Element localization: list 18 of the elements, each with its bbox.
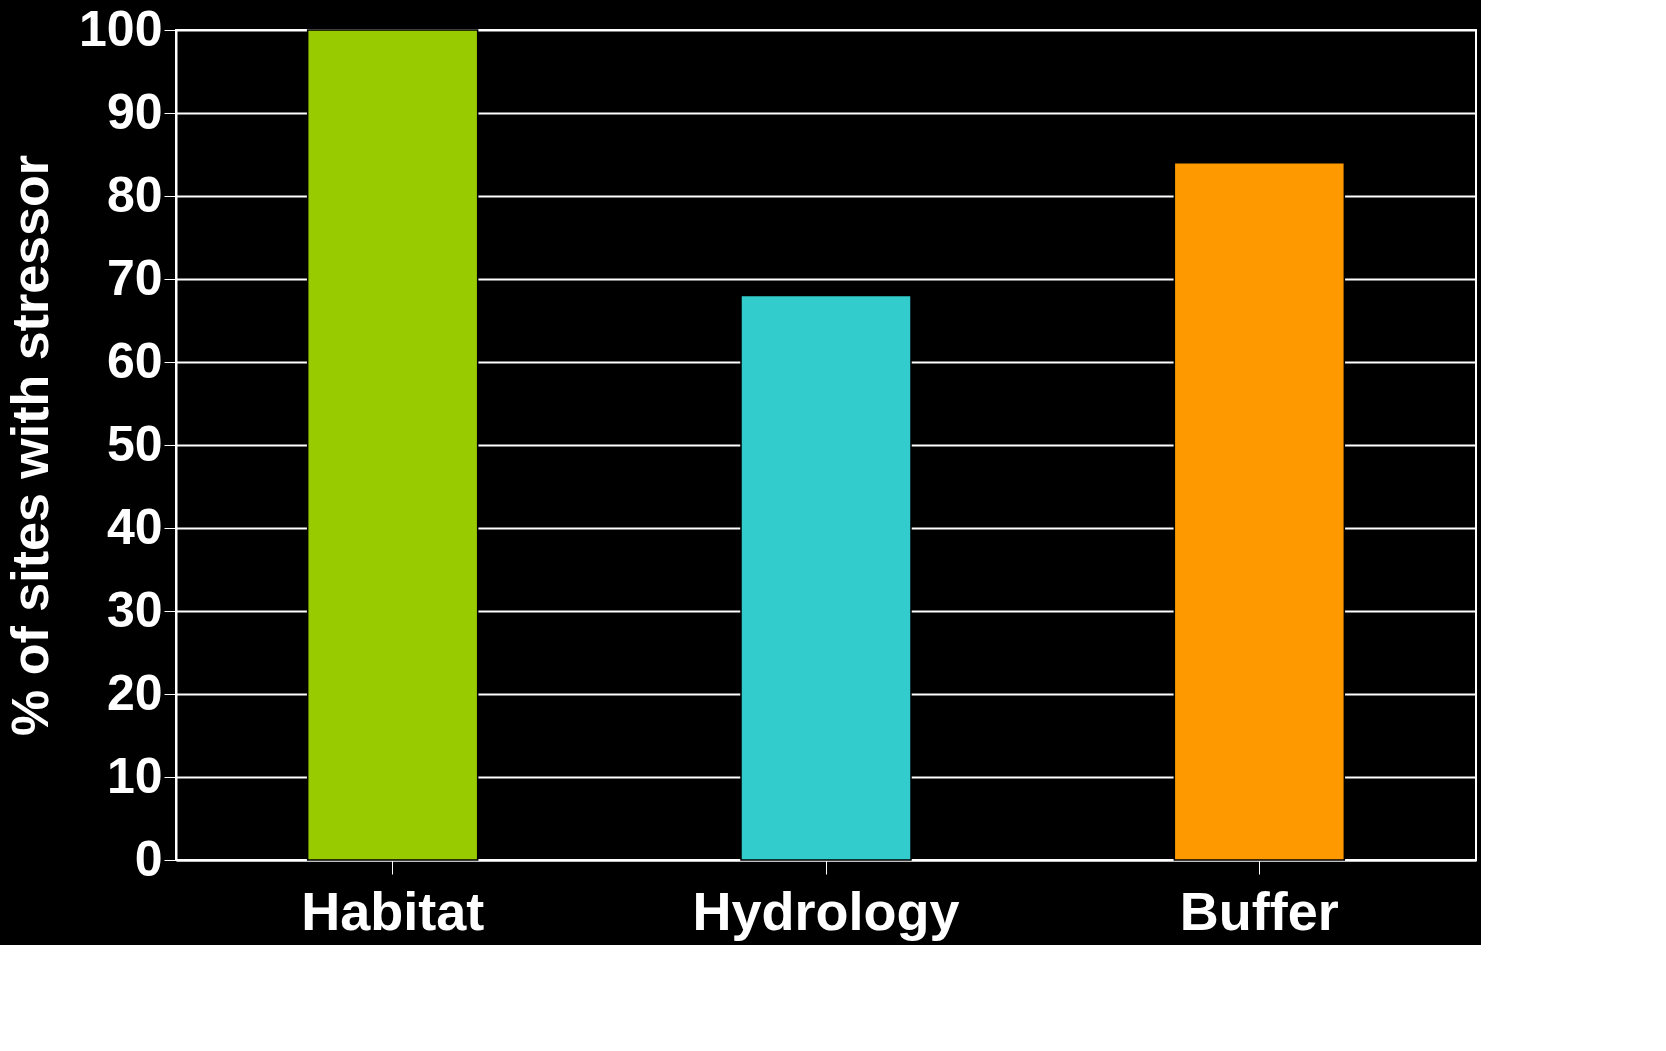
y-tick-label: 70 [106, 249, 163, 306]
y-tick-label: 90 [106, 83, 163, 140]
x-tick-label: Buffer [1179, 880, 1339, 941]
bar [306, 29, 479, 861]
y-tick-label: 80 [106, 166, 163, 223]
bar [740, 294, 912, 861]
bar [1173, 162, 1346, 861]
y-tick-label: 50 [106, 415, 163, 472]
y-axis-title: % of sites with stressor [1, 155, 60, 736]
y-tick-label: 20 [106, 664, 163, 721]
y-tick-label: 40 [106, 498, 163, 555]
y-tick-label: 60 [106, 332, 163, 389]
x-tick-label: Habitat [301, 880, 485, 941]
y-tick-label: 10 [106, 747, 163, 804]
y-tick-label: 100 [79, 0, 163, 57]
y-tick-label: 30 [106, 581, 163, 638]
x-tick-label: Hydrology [692, 880, 960, 941]
y-tick-label: 0 [134, 830, 163, 887]
